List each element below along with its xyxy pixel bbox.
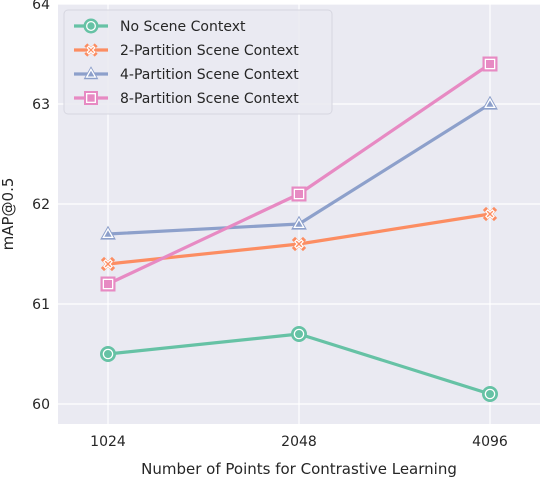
data-point	[482, 95, 498, 110]
legend-item: 8-Partition Scene Context	[74, 91, 299, 107]
x-tick-label: 2048	[281, 434, 317, 450]
legend-label: 8-Partition Scene Context	[120, 91, 299, 107]
data-point	[83, 18, 99, 34]
series-2-partition-scene-context	[100, 206, 498, 272]
y-tick-label: 63	[32, 97, 50, 113]
data-point	[83, 66, 99, 80]
data-point	[84, 43, 98, 57]
data-point	[482, 386, 498, 402]
data-point	[291, 236, 307, 252]
x-tick-label: 4096	[472, 434, 508, 450]
series-lines	[100, 56, 498, 402]
data-point	[482, 206, 498, 222]
y-axis-ticks: 60 61 62 63 64	[32, 0, 50, 413]
legend-label: No Scene Context	[120, 19, 246, 35]
data-point	[84, 91, 98, 105]
legend-label: 4-Partition Scene Context	[120, 67, 299, 83]
y-tick-label: 64	[32, 0, 50, 13]
series-8-partition-scene-context	[100, 56, 498, 292]
data-point	[291, 215, 307, 230]
x-axis-label: Number of Points for Contrastive Learnin…	[141, 460, 457, 478]
legend-item: 4-Partition Scene Context	[74, 66, 299, 83]
legend-item: 2-Partition Scene Context	[74, 43, 299, 59]
series-4-partition-scene-context	[100, 95, 498, 240]
data-point	[291, 186, 307, 202]
y-tick-label: 62	[32, 197, 50, 213]
y-tick-label: 61	[32, 297, 50, 313]
data-point	[291, 326, 307, 342]
data-point	[100, 346, 116, 362]
legend-item: No Scene Context	[74, 18, 246, 35]
data-point	[100, 276, 116, 292]
data-point	[482, 56, 498, 72]
series-no-scene-context	[100, 326, 498, 402]
data-point	[100, 256, 116, 272]
legend-box	[63, 9, 333, 115]
y-tick-label: 60	[32, 397, 50, 413]
x-tick-label: 1024	[90, 434, 126, 450]
legend: No Scene Context 2-Partition Scene Contex…	[63, 9, 333, 115]
x-axis-ticks: 1024 2048 4096	[90, 434, 508, 450]
legend-label: 2-Partition Scene Context	[120, 43, 299, 59]
y-axis-label: mAP@0.5	[0, 178, 17, 251]
data-point	[100, 225, 116, 240]
